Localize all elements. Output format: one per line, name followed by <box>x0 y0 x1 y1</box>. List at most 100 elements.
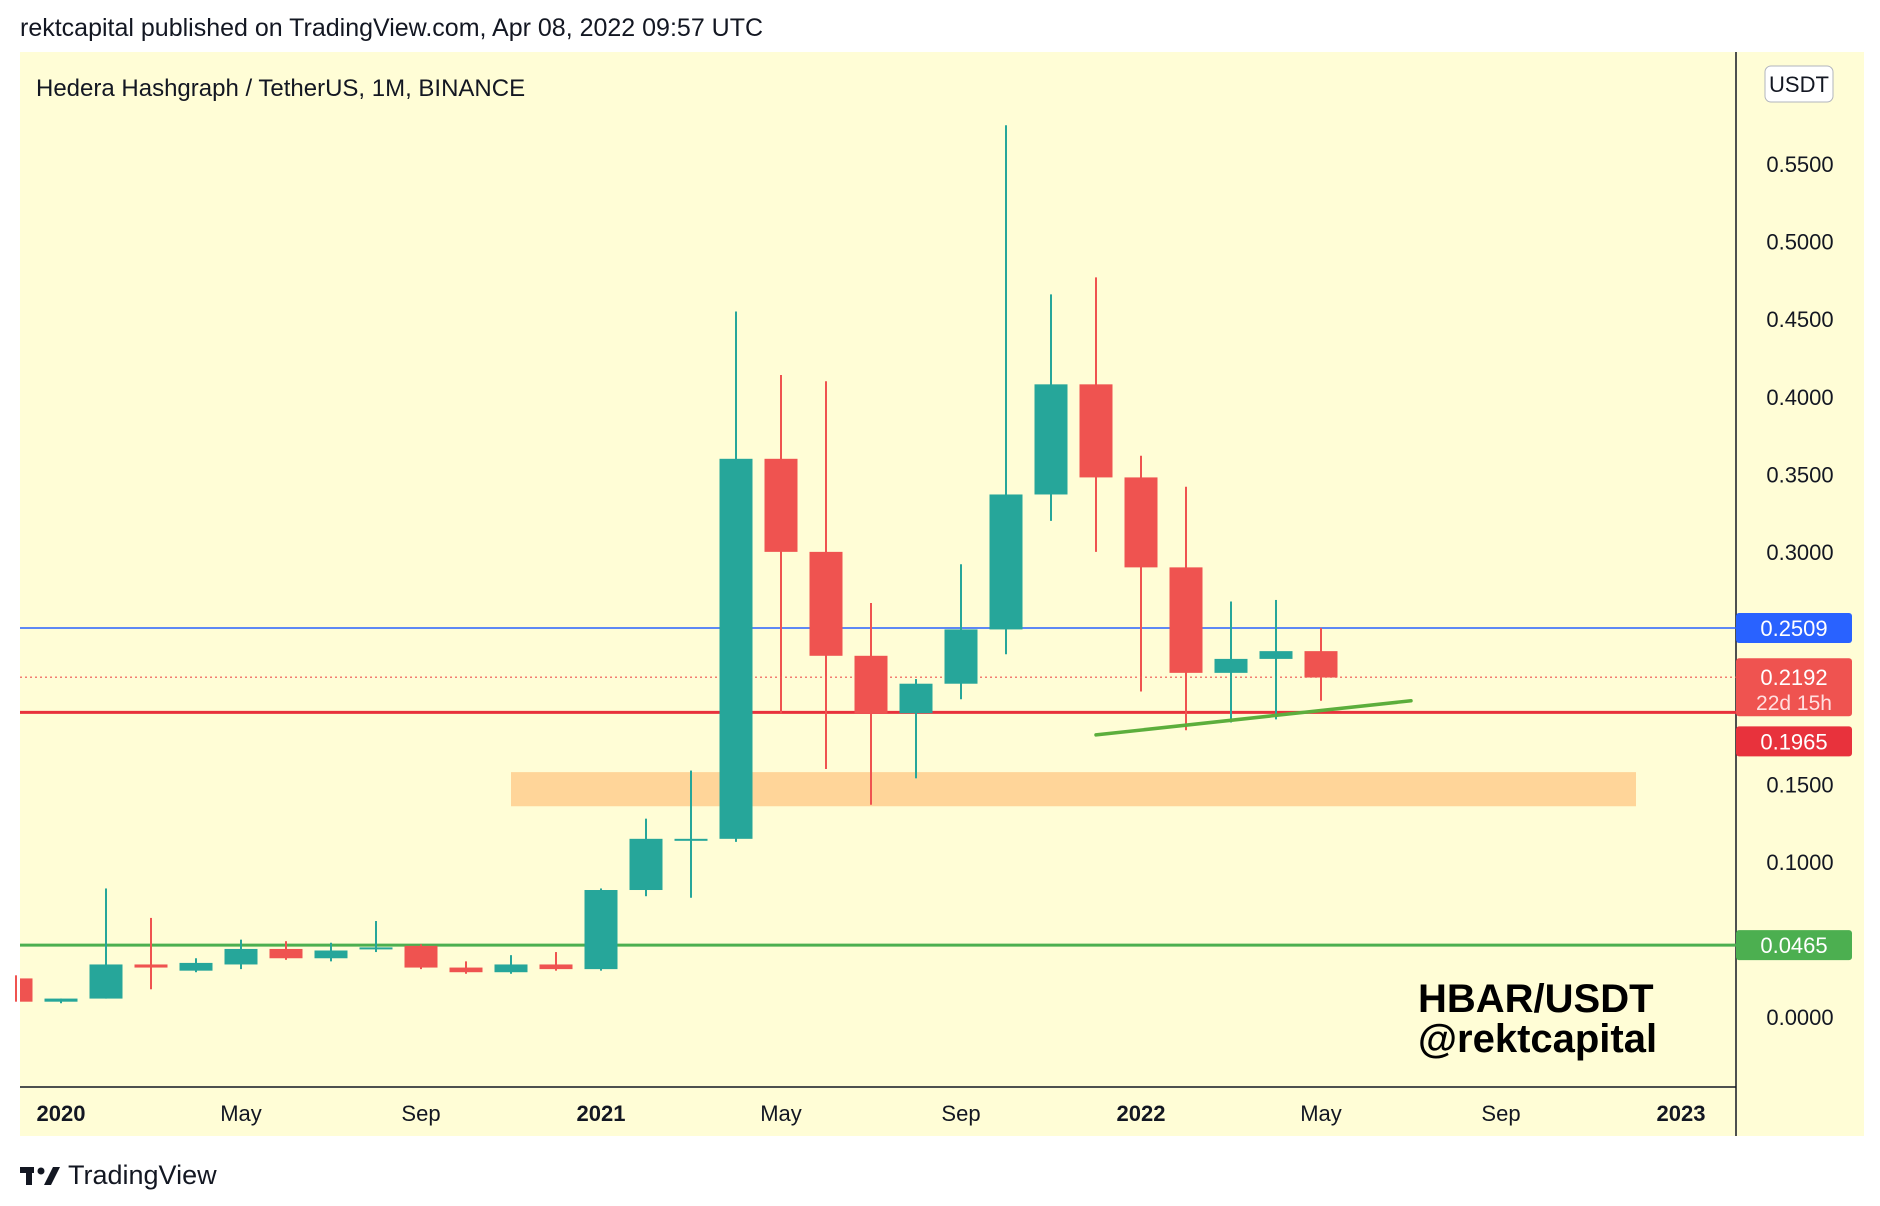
annotation-author: @rektcapital <box>1418 1017 1657 1061</box>
candle-body <box>539 964 573 970</box>
candle-2021-03 <box>674 770 708 898</box>
candle-2021-08 <box>899 679 933 779</box>
candle-body <box>89 964 123 999</box>
candle-body <box>1079 384 1113 478</box>
candle-body <box>269 948 303 959</box>
x-tick-label: Sep <box>1481 1101 1520 1126</box>
candles-layer <box>15 125 1338 1004</box>
candle-2021-06 <box>809 381 843 770</box>
candle-body <box>134 964 168 968</box>
candle-2020-03 <box>134 917 168 990</box>
price-tag-bg <box>1736 930 1852 961</box>
candle-2022-03 <box>1214 601 1248 723</box>
trendline-layer <box>1094 699 1413 737</box>
candle-2021-12 <box>1079 277 1113 552</box>
price-tag-value: 0.0465 <box>1760 933 1827 958</box>
candle-body <box>359 947 393 950</box>
x-axis-background <box>20 1087 1736 1136</box>
price-tag-bg <box>1736 658 1852 717</box>
y-tick-label: 0.4000 <box>1766 385 1833 410</box>
candle-body <box>899 683 933 714</box>
publish-info: rektcapital published on TradingView.com… <box>20 14 764 42</box>
candle-body <box>674 838 708 841</box>
candle-body <box>809 551 843 656</box>
candle-body <box>1034 384 1068 495</box>
candle-2020-07 <box>314 942 348 962</box>
x-tick-label: Sep <box>401 1101 440 1126</box>
candle-body <box>629 838 663 891</box>
candle-2020-02 <box>89 888 123 999</box>
candle-2020-08 <box>359 921 393 953</box>
resistance-price-tag: 0.2509 <box>1736 613 1852 644</box>
tradingview-logo-icon <box>20 1166 60 1185</box>
candle-body <box>449 967 483 973</box>
x-tick-label: 2022 <box>1117 1101 1166 1126</box>
candle-body <box>719 458 753 839</box>
price-tag-bg <box>1736 726 1852 757</box>
base-support-price-tag: 0.0465 <box>1736 930 1852 961</box>
candle-2022-04 <box>1259 599 1293 720</box>
candle-2021-04 <box>719 311 753 842</box>
demand-zone <box>511 772 1636 807</box>
currency-label: USDT <box>1769 72 1829 97</box>
trendline <box>1094 699 1413 737</box>
candle-2021-09 <box>944 564 978 700</box>
price-tag-value: 0.2192 <box>1760 665 1827 690</box>
candle-2020-05 <box>224 939 258 970</box>
candle-2020-06 <box>269 941 303 960</box>
candle-2022-01 <box>1124 455 1158 692</box>
price-tag-countdown: 22d 15h <box>1756 692 1832 715</box>
chart-title: Hedera Hashgraph / TetherUS, 1M, BINANCE <box>36 75 525 102</box>
y-tick-label: 0.5000 <box>1766 230 1833 255</box>
candle-body <box>44 998 78 1002</box>
candle-2020-12 <box>539 952 573 971</box>
price-tag-value: 0.2509 <box>1760 616 1827 641</box>
candle-2020-09 <box>404 944 438 970</box>
y-tick-label: 0.1000 <box>1766 850 1833 875</box>
candle-2022-05 <box>1304 627 1338 701</box>
candle-2020-11 <box>494 955 528 974</box>
plot-background <box>20 52 1736 1087</box>
candle-body <box>20 978 33 1002</box>
price-tag-value: 0.1965 <box>1760 729 1827 754</box>
candle-body <box>944 629 978 684</box>
candle-body <box>1214 658 1248 673</box>
level-lines-layer <box>20 627 1736 947</box>
candle-body <box>1304 651 1338 678</box>
candle-2020-01 <box>44 998 78 1004</box>
y-tick-label: 0.3500 <box>1766 462 1833 487</box>
candle-body <box>314 950 348 959</box>
candle-body <box>1259 651 1293 659</box>
candle-body <box>224 948 258 965</box>
price-tag-bg <box>1736 613 1852 644</box>
candle-2021-11 <box>1034 294 1068 521</box>
candle-2020-10 <box>449 961 483 974</box>
x-tick-label: May <box>760 1101 802 1126</box>
candle-2021-10 <box>989 125 1023 655</box>
candle-body <box>1124 477 1158 568</box>
candle-body <box>404 945 438 968</box>
support-price-tag: 0.1965 <box>1736 726 1852 757</box>
x-tick-label: 2021 <box>577 1101 626 1126</box>
x-tick-label: 2023 <box>1657 1101 1706 1126</box>
candle-2021-05 <box>764 375 798 714</box>
candle-body <box>179 962 213 971</box>
x-axis-ticks: 2020 May Sep 2021 May Sep 2022 May Sep 2023 <box>37 1101 1706 1126</box>
candle-2022-02 <box>1169 486 1203 731</box>
y-tick-label: 0.3000 <box>1766 540 1833 565</box>
footer: TradingView <box>20 1160 217 1191</box>
demand-zone-layer <box>511 772 1636 807</box>
candle-2021-01 <box>584 888 618 971</box>
candle-2021-07 <box>854 603 888 805</box>
candle-body <box>1169 567 1203 673</box>
x-tick-label: May <box>1300 1101 1342 1126</box>
y-tick-label: 0.5500 <box>1766 152 1833 177</box>
x-tick-label: May <box>220 1101 262 1126</box>
candle-body <box>854 655 888 714</box>
y-tick-label: 0.1500 <box>1766 773 1833 798</box>
candle-body <box>764 458 798 552</box>
currency-badge[interactable] <box>1764 65 1834 103</box>
